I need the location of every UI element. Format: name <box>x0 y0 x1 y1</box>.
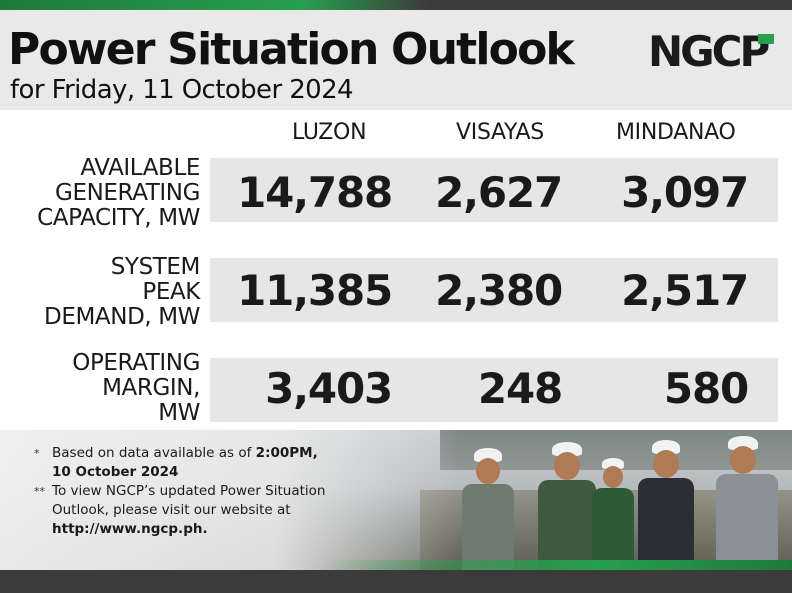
bottom-bar <box>0 570 792 593</box>
header: Power Situation Outlook for Friday, 11 O… <box>0 10 792 110</box>
value-margin-luzon: 3,403 <box>265 364 393 413</box>
background-photo <box>0 430 792 570</box>
label-line: SYSTEM <box>110 254 201 280</box>
footnote-data-time: * Based on data available as of 2:00PM, … <box>34 444 374 482</box>
website-link[interactable]: http://www.ngcp.ph. <box>52 521 208 537</box>
label-line: MW <box>158 400 200 426</box>
value-margin-visayas: 248 <box>477 364 563 413</box>
label-line: MARGIN, <box>102 375 200 401</box>
footnote-text: Based on data available as of <box>52 445 256 461</box>
photo-fade-overlay <box>0 430 460 570</box>
footnote-mark: * <box>34 447 40 460</box>
page-title: Power Situation Outlook <box>8 24 575 75</box>
row-band-margin <box>210 358 778 422</box>
value-demand-mindanao: 2,517 <box>621 266 749 315</box>
footnote-date: 10 October 2024 <box>52 464 179 480</box>
footnote-time: 2:00PM, <box>255 445 318 461</box>
column-luzon: LUZON <box>292 120 367 145</box>
top-green-stripe <box>0 0 430 10</box>
row-label-margin: OPERATING MARGIN, MW <box>72 351 200 426</box>
label-line: DEMAND, MW <box>44 304 200 330</box>
logo-text: NGCP <box>648 28 769 72</box>
footnotes: * Based on data available as of 2:00PM, … <box>34 444 374 539</box>
footnote-website: ** To view NGCP’s updated Power Situatio… <box>34 482 374 539</box>
value-demand-luzon: 11,385 <box>237 266 393 315</box>
label-line: AVAILABLE <box>80 155 200 181</box>
label-line: CAPACITY, MW <box>37 205 200 231</box>
label-line: PEAK <box>142 279 200 305</box>
top-bar <box>0 0 792 10</box>
row-label-capacity: AVAILABLE GENERATING CAPACITY, MW <box>37 156 200 231</box>
value-capacity-mindanao: 3,097 <box>621 168 749 217</box>
row-band-capacity <box>210 158 778 222</box>
value-demand-visayas: 2,380 <box>435 266 563 315</box>
row-band-demand <box>210 258 778 322</box>
row-label-demand: SYSTEM PEAK DEMAND, MW <box>44 255 200 330</box>
value-capacity-visayas: 2,627 <box>435 168 563 217</box>
column-visayas: VISAYAS <box>456 120 544 145</box>
label-line: OPERATING <box>72 350 200 376</box>
page-subtitle: for Friday, 11 October 2024 <box>10 75 354 105</box>
value-capacity-luzon: 14,788 <box>237 168 393 217</box>
bottom-green-stripe <box>0 560 792 572</box>
column-mindanao: MINDANAO <box>616 120 736 145</box>
value-margin-mindanao: 580 <box>663 364 749 413</box>
footnote-mark: ** <box>34 485 45 498</box>
footnote-text: To view NGCP’s updated Power Situation <box>52 483 326 499</box>
footnote-text: Outlook, please visit our website at <box>52 502 291 518</box>
ngcp-logo: NGCP <box>648 28 774 72</box>
logo-green-accent <box>758 34 774 44</box>
label-line: GENERATING <box>55 180 200 206</box>
